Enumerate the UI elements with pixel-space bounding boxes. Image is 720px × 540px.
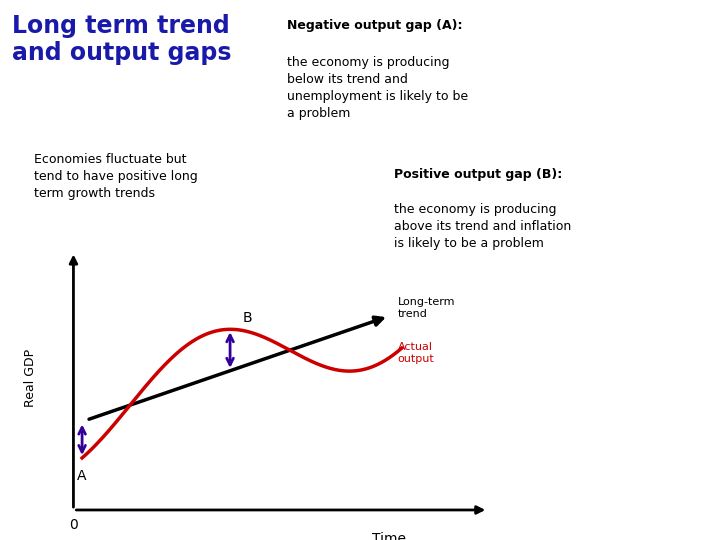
- Text: Time: Time: [372, 532, 406, 540]
- Text: A: A: [77, 469, 87, 483]
- Text: 0: 0: [69, 518, 78, 532]
- Text: the economy is producing
above its trend and inflation
is likely to be a problem: the economy is producing above its trend…: [395, 204, 572, 251]
- Text: Long term trend
and output gaps: Long term trend and output gaps: [12, 14, 232, 65]
- Text: the economy is producing
below its trend and
unemployment is likely to be
a prob: the economy is producing below its trend…: [287, 56, 468, 120]
- Text: Economies fluctuate but
tend to have positive long
term growth trends: Economies fluctuate but tend to have pos…: [34, 153, 197, 200]
- Text: B: B: [243, 311, 253, 325]
- Text: Long-term
trend: Long-term trend: [397, 297, 455, 319]
- Text: Positive output gap (B):: Positive output gap (B):: [395, 168, 562, 181]
- Text: Real GDP: Real GDP: [24, 349, 37, 407]
- Text: Negative output gap (A):: Negative output gap (A):: [287, 19, 462, 32]
- Text: Actual
output: Actual output: [397, 342, 434, 363]
